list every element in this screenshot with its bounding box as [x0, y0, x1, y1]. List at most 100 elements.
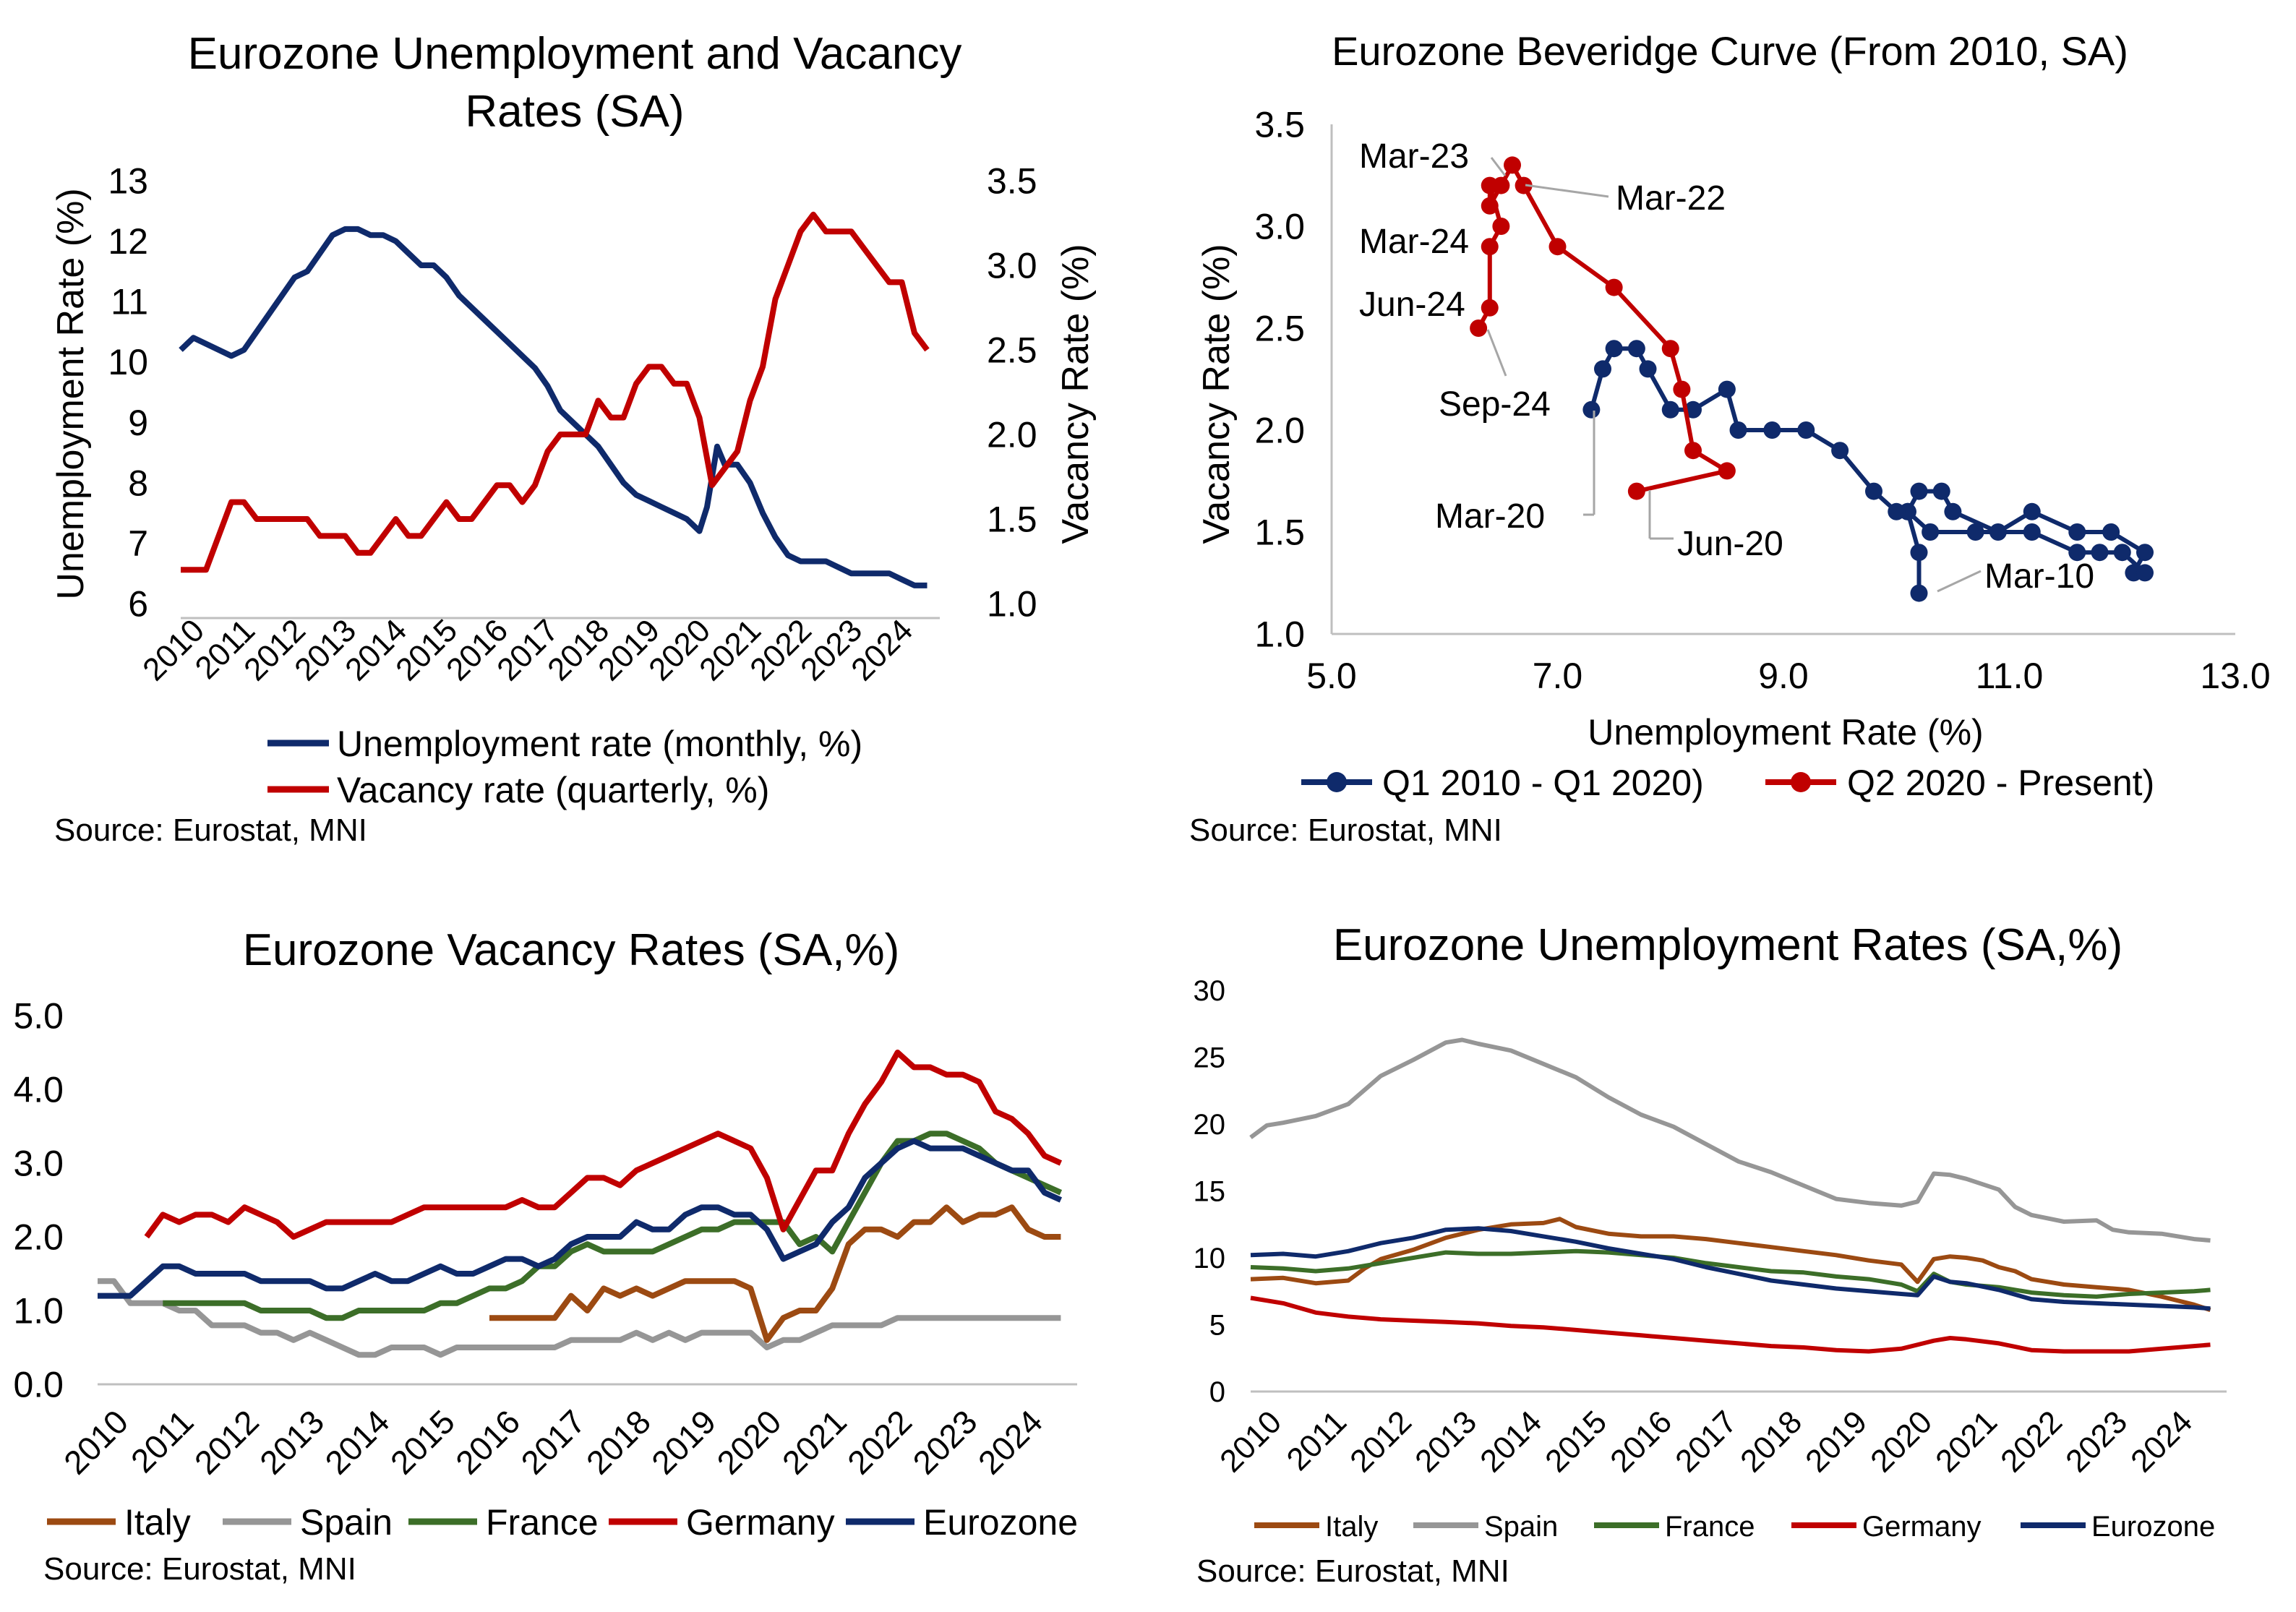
- bl-source: Source: Eurostat, MNI: [43, 1551, 356, 1587]
- tr-point-pre-29: [1639, 360, 1657, 378]
- bl-title: Eurozone Vacancy Rates (SA,%): [243, 925, 900, 975]
- br-x-tick-2019: 2019: [1799, 1404, 1874, 1479]
- br-source: Source: Eurostat, MNI: [1196, 1553, 1509, 1589]
- bl-y-ticks: 0.0 1.0 2.0 3.0 4.0 5.0: [13, 996, 64, 1405]
- bl-x-tick-2024: 2024: [971, 1402, 1050, 1481]
- tr-point-pre-20: [1888, 502, 1906, 520]
- tr-point-pre-4: [1932, 482, 1950, 500]
- tr-y-tick-1: 1.5: [1254, 513, 1305, 553]
- br-y-tick-1: 5: [1209, 1310, 1225, 1342]
- br-series-germany: [1250, 1295, 2211, 1354]
- tr-point-pre-33: [1582, 400, 1601, 419]
- br-x-tick-2012: 2012: [1343, 1404, 1418, 1479]
- bl-series-spain: [98, 1278, 1061, 1358]
- bl-legend-germany: Germany: [686, 1502, 835, 1543]
- br-y-tick-4: 20: [1194, 1109, 1226, 1141]
- bl-y-tick-2: 2.0: [13, 1217, 64, 1258]
- chart-unemployment-rates: Eurozone Unemployment Rates (SA,%) 0 5 10 1…: [1194, 920, 2227, 1589]
- br-legend-italy: Italy: [1325, 1511, 1378, 1543]
- tl-y-tick-3: 9: [128, 403, 148, 443]
- tl-y-tick-5: 11: [111, 282, 148, 322]
- tr-x-tick-2: 9.0: [1758, 656, 1809, 696]
- tl-y2-ticks: 1.0 1.5 2.0 2.5 3.0 3.5: [987, 161, 1037, 625]
- bl-series-group: [98, 1050, 1063, 1358]
- br-x-tick-2017: 2017: [1669, 1404, 1744, 1479]
- br-y-tick-2: 10: [1194, 1243, 1226, 1274]
- tr-point-post-11: [1481, 176, 1499, 194]
- tr-point-pre-12: [2136, 564, 2154, 582]
- tl-y-tick-4: 10: [108, 342, 148, 382]
- ann-mar22: Mar-22: [1616, 179, 1726, 218]
- tr-point-post-3: [1673, 380, 1691, 398]
- tl-y2-tick-0: 1.0: [987, 584, 1037, 625]
- tr-source: Source: Eurostat, MNI: [1189, 813, 1502, 848]
- tr-point-post-6: [1548, 238, 1567, 256]
- ann-leader-mar22: [1525, 184, 1609, 198]
- br-x-tick-2015: 2015: [1538, 1404, 1614, 1479]
- tr-x-tick-0: 5.0: [1306, 656, 1357, 696]
- br-y-tick-0: 0: [1209, 1376, 1225, 1408]
- tr-y-tick-5: 3.5: [1254, 105, 1305, 145]
- tr-legend: Q1 2010 - Q1 2020) Q2 2020 - Present): [1301, 763, 2154, 803]
- br-x-tick-2011: 2011: [1280, 1404, 1354, 1478]
- tl-y-tick-1: 7: [128, 523, 148, 564]
- bl-x-tick-2010: 2010: [56, 1402, 135, 1481]
- br-title: Eurozone Unemployment Rates (SA,%): [1333, 920, 2122, 970]
- tr-legend-marker-pre: [1327, 772, 1347, 792]
- bl-x-tick-2011: 2011: [124, 1402, 201, 1480]
- bl-x-tick-2017: 2017: [513, 1402, 592, 1481]
- tr-point-pre-32: [1594, 360, 1611, 378]
- bl-x-tick-2020: 2020: [709, 1402, 788, 1481]
- tl-y2-tick-4: 3.0: [987, 246, 1037, 286]
- tr-x-tick-3: 11.0: [1976, 656, 2044, 696]
- tr-x-tick-1: 7.0: [1533, 656, 1583, 696]
- tr-legend-post: Q2 2020 - Present): [1847, 763, 2154, 803]
- ann-mar20: Mar-20: [1435, 497, 1545, 536]
- br-x-tick-2021: 2021: [1929, 1404, 2004, 1479]
- tl-series-group: [179, 211, 930, 588]
- bl-y-tick-3: 3.0: [13, 1144, 64, 1184]
- br-x-tick-2024: 2024: [2124, 1404, 2199, 1479]
- br-x-tick-2020: 2020: [1864, 1404, 1939, 1479]
- bl-y-tick-1: 1.0: [13, 1291, 64, 1332]
- bl-legend-france: France: [486, 1502, 599, 1543]
- ann-leader-mar23: [1490, 157, 1507, 176]
- br-legend: Italy Spain France Germany Eurozone: [1254, 1511, 2215, 1543]
- tr-point-pre-0: [1910, 584, 1928, 602]
- tl-y-tick-6: 12: [108, 221, 148, 262]
- tr-point-pre-21: [1865, 482, 1882, 500]
- tr-y-axis-label: Vacancy Rate (%): [1196, 244, 1238, 544]
- bl-legend-italy: Italy: [124, 1502, 191, 1543]
- ann-leader-sep24: [1486, 329, 1507, 377]
- tr-point-post-4: [1661, 340, 1679, 358]
- bl-x-tick-2015: 2015: [383, 1402, 462, 1481]
- br-legend-spain: Spain: [1484, 1511, 1558, 1543]
- bl-x-ticks: 2010201120122013201420152016201720182019…: [56, 1402, 1050, 1481]
- tl-y-tick-0: 6: [128, 584, 148, 625]
- br-y-tick-5: 25: [1194, 1042, 1226, 1074]
- ann-jun24: Jun-24: [1359, 286, 1465, 324]
- tl-series-vacancy: [181, 211, 930, 573]
- chart-unemployment-vacancy: Eurozone Unemployment and Vacancy Rates …: [50, 29, 1097, 848]
- br-x-tick-2013: 2013: [1408, 1404, 1483, 1479]
- br-x-tick-2016: 2016: [1603, 1404, 1679, 1479]
- bl-x-tick-2019: 2019: [644, 1402, 723, 1481]
- br-series-italy: [1250, 1217, 2211, 1313]
- bl-series-france: [163, 1131, 1063, 1321]
- tl-legend-vacancy: Vacancy rate (quarterly, %): [337, 770, 769, 810]
- br-y-tick-6: 30: [1194, 975, 1226, 1007]
- tr-point-pre-28: [1661, 400, 1679, 419]
- bl-y-tick-4: 4.0: [13, 1070, 64, 1110]
- bl-x-tick-2023: 2023: [905, 1402, 984, 1481]
- br-legend-eurozone: Eurozone: [2091, 1511, 2215, 1543]
- br-x-tick-2014: 2014: [1473, 1404, 1548, 1479]
- br-x-tick-2018: 2018: [1734, 1404, 1809, 1479]
- br-x-tick-2010: 2010: [1213, 1404, 1288, 1479]
- tr-y-tick-3: 2.5: [1254, 309, 1305, 349]
- tr-point-pre-22: [1831, 442, 1849, 460]
- tr-point-pre-31: [1605, 340, 1623, 358]
- tl-source: Source: Eurostat, MNI: [54, 813, 367, 848]
- bl-x-tick-2013: 2013: [252, 1402, 331, 1481]
- tr-point-pre-18: [1922, 523, 1940, 541]
- tl-y2-tick-1: 1.5: [987, 500, 1037, 540]
